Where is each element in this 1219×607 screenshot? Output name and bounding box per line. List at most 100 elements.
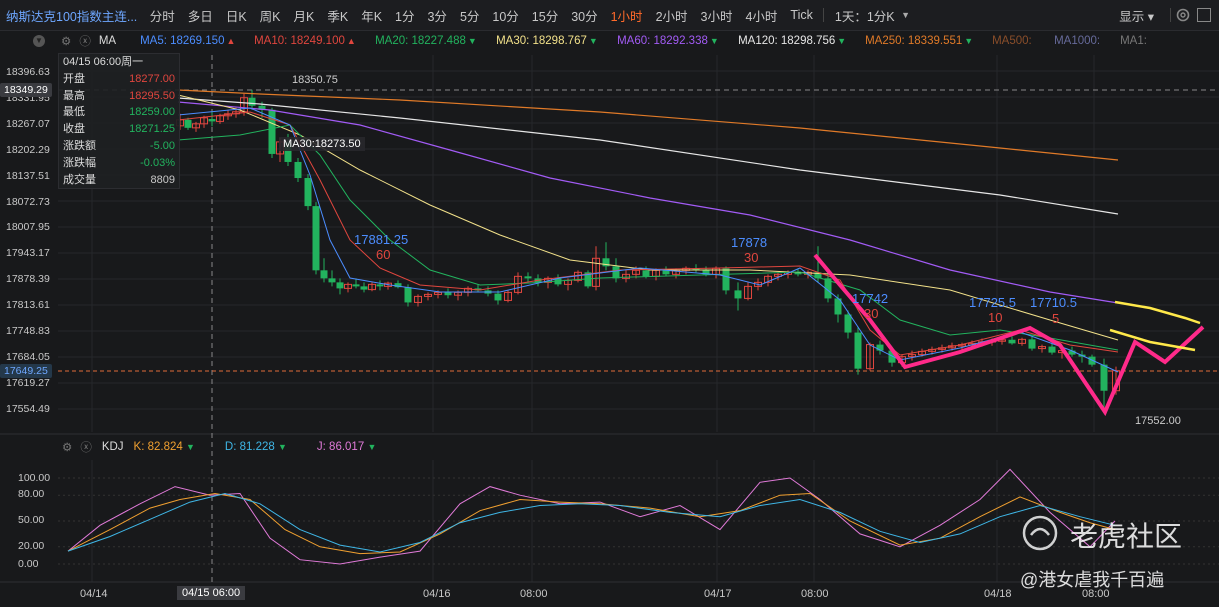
range-selector[interactable]: 1天：1分K	[834, 9, 895, 24]
candle-body	[824, 278, 832, 299]
kdj-tick-label: 100.00	[18, 472, 51, 484]
author-handle: @港女虐我千百遍	[1020, 570, 1165, 590]
high-price-label: 18350.75	[292, 74, 338, 86]
ma60-line	[177, 101, 1119, 304]
ohlc-info-box: 04/15 06:00周一 开盘 18277.00 最高 18295.50 最低 1825…	[58, 53, 180, 190]
gear-icon[interactable]	[1175, 7, 1191, 23]
tab-timeframe[interactable]: 15分	[531, 9, 559, 24]
annotation-price-4: 17725.5	[969, 295, 1016, 310]
annotation-price-5: 17710.5	[1030, 295, 1077, 310]
display-settings-button[interactable]: 显示 ▾	[1119, 9, 1154, 24]
toolbar-divider	[823, 8, 825, 22]
candle-body	[494, 293, 502, 301]
time-tick-label: 04/14	[80, 588, 108, 600]
tab-timeframe[interactable]: 季K	[327, 9, 349, 24]
tab-timeframe[interactable]: 周K	[259, 9, 281, 24]
chevron-down-icon[interactable]: ▼	[901, 10, 911, 20]
candle-body	[888, 350, 896, 363]
candle-body	[504, 291, 512, 301]
tab-timeframe[interactable]: 年K	[361, 9, 383, 24]
candle-body	[414, 295, 422, 303]
annotation-price-2: 17878	[731, 235, 768, 250]
indicator-close-icon[interactable]: ⓧ	[80, 442, 92, 454]
tab-timeframe[interactable]: 30分	[571, 9, 598, 24]
ma-value: MA1:	[1120, 35, 1147, 47]
kdj-k-value: K: 82.824 ▼	[133, 441, 195, 453]
candle-body	[284, 141, 292, 162]
indicator-settings-icon[interactable]: ⚙	[61, 36, 72, 48]
crosshair-time-label: 04/15 06:00	[177, 586, 246, 600]
candle-body	[248, 97, 256, 106]
candle-body	[692, 268, 700, 271]
price-tick-label: 18137.51	[6, 169, 50, 182]
indicator-settings-icon[interactable]: ⚙	[62, 442, 73, 454]
time-tick-label: 08:00	[801, 588, 829, 600]
tab-timeframe[interactable]: Tick	[790, 8, 813, 22]
annotation-count-3: 30	[864, 306, 879, 321]
collapse-toggle-icon[interactable]: ▼	[33, 35, 45, 47]
candle-body	[434, 291, 442, 295]
candle-body	[876, 344, 884, 351]
price-tick-label: 17619.27	[6, 376, 50, 389]
candle-body	[612, 266, 620, 279]
annotation-count-1: 60	[376, 247, 391, 262]
price-tick-label: 18202.29	[6, 143, 50, 156]
candle-body	[208, 119, 216, 122]
tab-timeframe[interactable]: 10分	[492, 9, 519, 24]
candle-body	[352, 284, 360, 287]
kdj-tick-label: 50.00	[18, 514, 45, 526]
info-row: 收盘 18271.25	[63, 123, 175, 136]
candle-body	[722, 268, 730, 291]
symbol-selector[interactable]: 纳斯达克100指数主连...	[6, 9, 138, 24]
info-row: 开盘 18277.00	[63, 72, 175, 85]
candle-body	[702, 270, 710, 275]
hand-drawn-trend-line	[813, 253, 1205, 417]
ma120-line	[177, 97, 1119, 215]
tab-timeframe[interactable]: 日K	[225, 9, 247, 24]
candle-body	[258, 105, 266, 110]
tab-timeframe[interactable]: 5分	[459, 9, 480, 24]
tab-timeframe[interactable]: 4小时	[745, 9, 778, 24]
tab-timeframe[interactable]: 2小时	[655, 9, 688, 24]
price-tick-label: 18072.73	[6, 195, 50, 208]
candle-body	[184, 119, 192, 128]
kdj-j-value: J: 86.017 ▼	[316, 441, 377, 453]
candle-body	[344, 283, 352, 289]
price-tick-label: 17878.39	[6, 273, 50, 286]
kdj-legend-bar: ⚙ ⓧ KDJ K: 82.824 ▼ D: 81.228 ▼ J: 86.01…	[0, 437, 1219, 457]
ma-indicator-name: MA	[98, 35, 117, 47]
layout-icon[interactable]	[1197, 8, 1211, 22]
tab-timeframe[interactable]: 3小时	[700, 9, 733, 24]
ma-legend-bar: ▼ ⚙ ⓧ MA MA5: 18269.150 ▲ MA10: 18249.100 ▲…	[0, 31, 1219, 51]
tab-timeframe[interactable]: 月K	[293, 9, 315, 24]
kdj-j-line	[67, 468, 1116, 565]
candle-body	[336, 282, 344, 289]
kdj-d-line	[67, 492, 1116, 553]
indicator-close-icon[interactable]: ⓧ	[79, 36, 91, 48]
tab-timeframe[interactable]: 多日	[187, 9, 213, 24]
low-price-label: 17552.00	[1135, 415, 1181, 427]
tiger-logo-icon	[1022, 515, 1058, 551]
candle-body	[632, 269, 640, 275]
candle-body	[814, 272, 822, 279]
candle-body	[1018, 338, 1026, 344]
watermark-text: 老虎社区	[1070, 521, 1183, 552]
time-tick-label: 04/18	[984, 588, 1012, 600]
candle-body	[642, 270, 650, 277]
hand-drawn-support-line	[1109, 328, 1196, 352]
tab-timeframe[interactable]: 1分	[395, 9, 415, 24]
kdj-indicator-name: KDJ	[101, 441, 124, 453]
annotation-count-2: 30	[744, 250, 759, 265]
toolbar-divider	[1170, 8, 1171, 22]
kdj-tick-label: 0.00	[18, 558, 39, 570]
tab-timeframe[interactable]: 1小时	[610, 9, 643, 24]
annotation-count-5: 5	[1052, 311, 1060, 326]
candle-body	[304, 178, 312, 207]
kdj-tick-label: 80.00	[18, 488, 45, 500]
time-tick-label: 04/16	[423, 588, 451, 600]
tab-timeframe[interactable]: 3分	[427, 9, 447, 24]
info-row: 最高 18295.50	[63, 89, 175, 102]
info-row: 涨跌幅 -0.03%	[63, 156, 175, 169]
tab-timeframe[interactable]: 分时	[149, 9, 175, 24]
